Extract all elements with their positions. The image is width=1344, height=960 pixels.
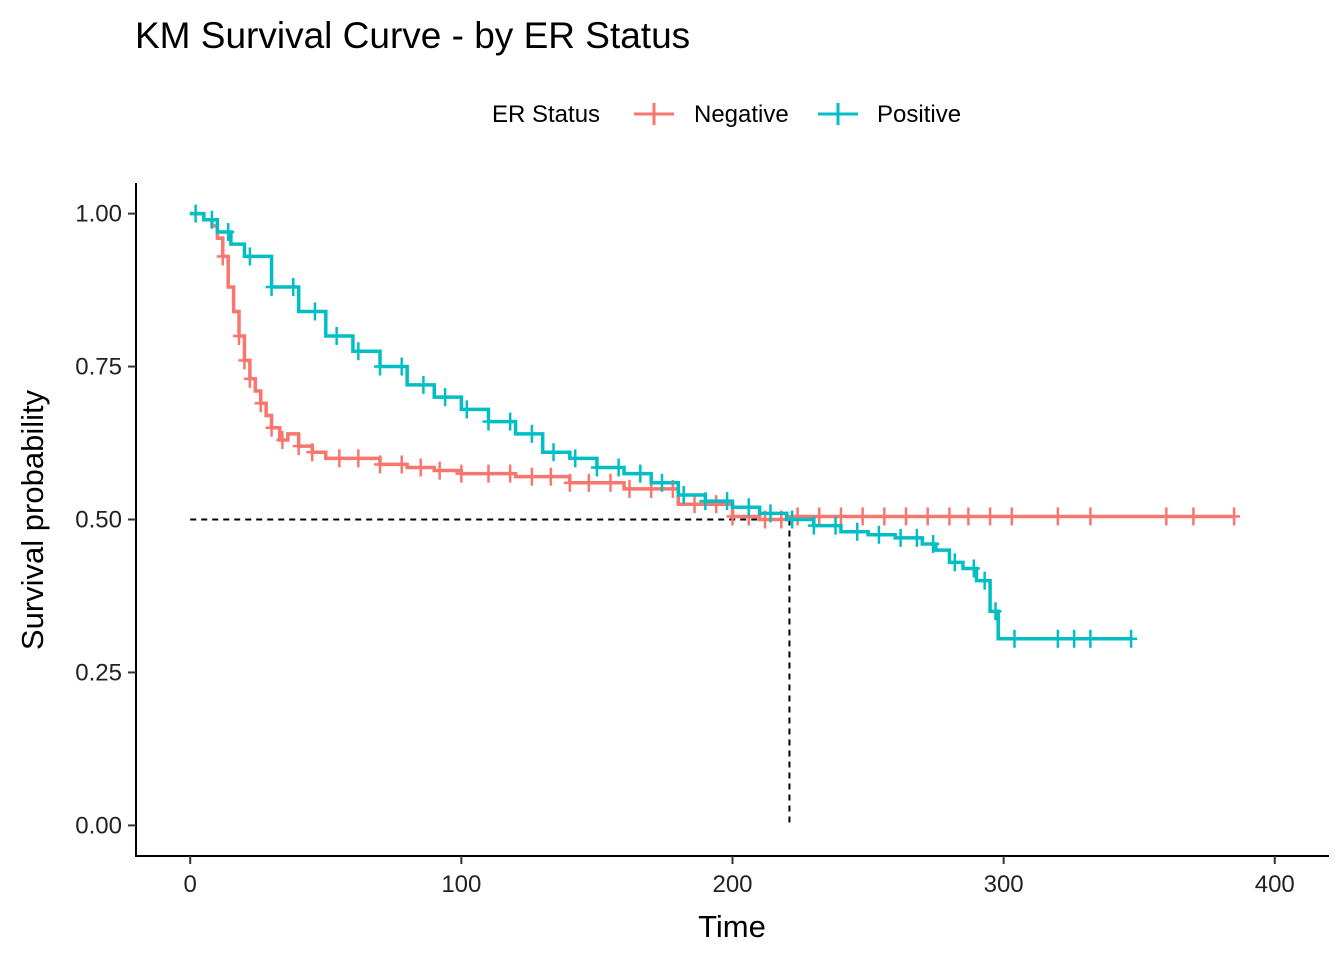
y-tick-label: 0.25 — [75, 659, 122, 686]
y-tick-label: 0.75 — [75, 354, 122, 381]
survival-curve-positive — [190, 211, 1132, 641]
x-ticks: 0 100 200 300 400 — [184, 856, 1295, 898]
x-tick-label: 200 — [712, 871, 752, 898]
x-tick-label: 0 — [184, 871, 197, 898]
y-ticks: 0.00 0.25 0.50 0.75 1.00 — [75, 201, 136, 839]
x-tick-label: 100 — [441, 871, 481, 898]
survival-series — [189, 204, 1241, 648]
chart-title: KM Survival Curve - by ER Status — [135, 15, 690, 56]
median-survival-lines — [190, 518, 791, 826]
legend: ER Status Negative Positive — [492, 101, 961, 128]
y-axis-title: Survival probability — [15, 389, 50, 650]
y-tick-label: 0.50 — [75, 507, 122, 534]
legend-title: ER Status — [492, 101, 600, 128]
x-axis-title: Time — [698, 909, 766, 944]
x-tick-label: 300 — [984, 871, 1024, 898]
legend-item-negative: Negative — [634, 101, 789, 128]
x-tick-label: 400 — [1255, 871, 1295, 898]
series-negative — [190, 211, 1241, 529]
series-positive — [189, 204, 1138, 648]
y-tick-label: 0.00 — [75, 812, 122, 839]
legend-label-positive: Positive — [877, 101, 961, 128]
survival-curve-negative — [190, 211, 1235, 522]
legend-item-positive: Positive — [818, 101, 961, 128]
y-tick-label: 1.00 — [75, 201, 122, 228]
legend-label-negative: Negative — [694, 101, 789, 128]
